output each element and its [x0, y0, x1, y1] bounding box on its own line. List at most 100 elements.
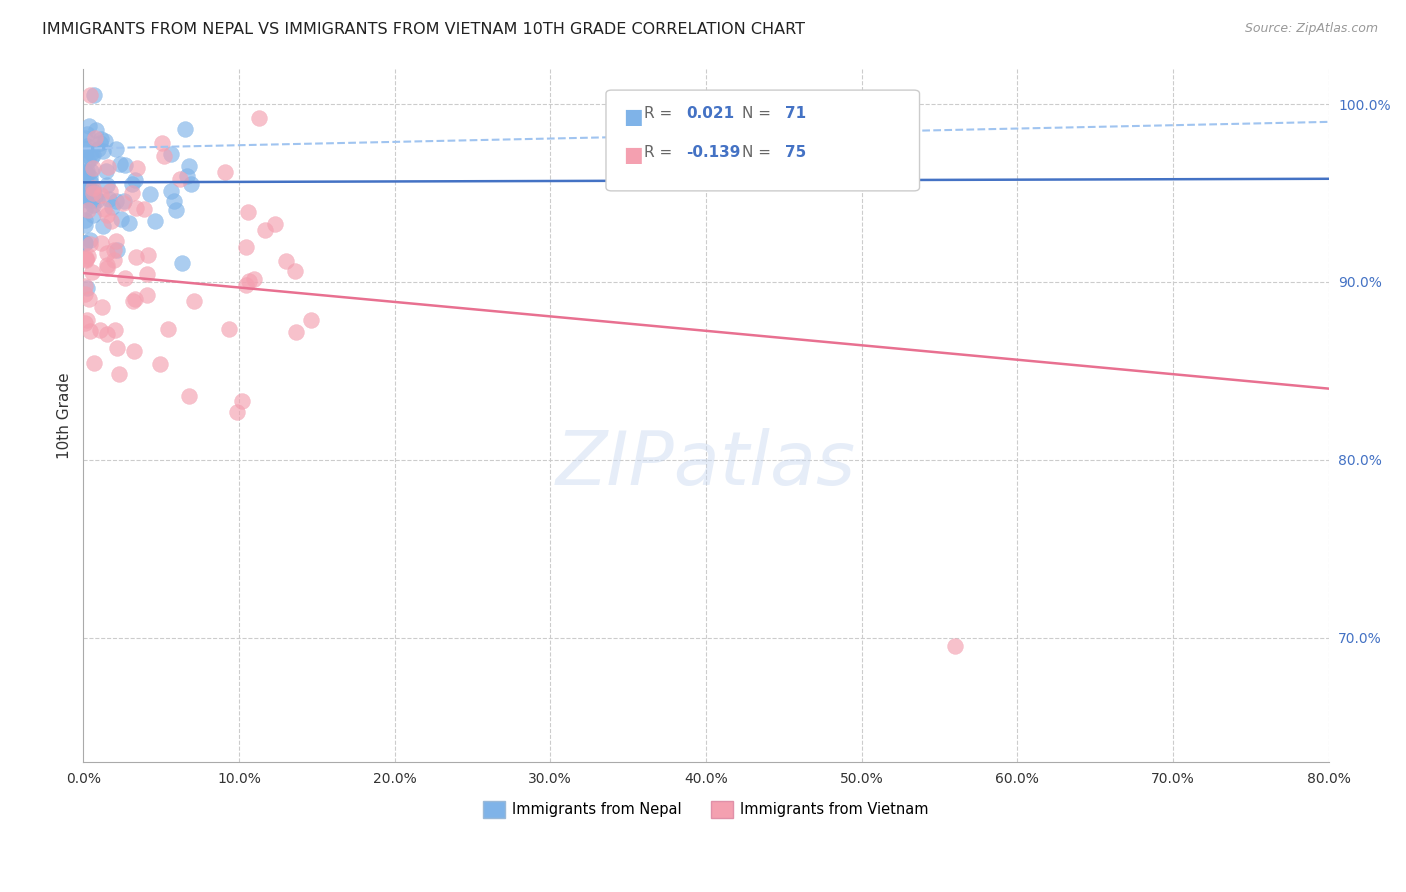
Point [136, 288, 159, 302]
Point [105, 142, 128, 156]
Point [114, 270, 136, 285]
Point [284, 264, 307, 278]
Point [136, 267, 159, 281]
Point [243, 271, 266, 285]
Point [83, 88, 105, 103]
Point [943, 640, 966, 654]
Text: 0.021: 0.021 [686, 106, 734, 121]
Point [276, 254, 298, 268]
Point [77, 154, 100, 169]
Point [108, 157, 131, 171]
Point [121, 177, 143, 191]
Point [82, 147, 104, 161]
Point [90, 235, 112, 250]
Point [77, 179, 100, 194]
Point [100, 214, 122, 228]
Point [80, 163, 103, 178]
Point [127, 161, 149, 175]
Point [160, 184, 183, 198]
Point [75, 252, 97, 266]
Point [235, 278, 257, 293]
Point [79, 292, 101, 306]
Text: N =: N = [742, 106, 772, 121]
Point [76, 167, 98, 181]
Point [79, 237, 101, 252]
Point [152, 136, 174, 150]
Point [165, 202, 187, 217]
Point [285, 325, 308, 339]
Point [75, 148, 97, 162]
Point [73, 165, 96, 179]
Point [96, 178, 118, 192]
Point [236, 205, 259, 219]
Point [153, 149, 176, 163]
Point [218, 321, 240, 335]
Point [157, 322, 180, 336]
Point [76, 164, 98, 178]
Point [80, 193, 103, 207]
Point [97, 160, 120, 174]
Point [149, 357, 172, 371]
Point [124, 292, 146, 306]
Point [75, 252, 97, 266]
Point [75, 202, 97, 216]
Point [76, 281, 98, 295]
Point [132, 202, 155, 216]
Point [125, 250, 148, 264]
Point [86, 142, 108, 156]
Point [114, 158, 136, 172]
Point [125, 201, 148, 215]
Point [77, 202, 100, 217]
Point [82, 265, 104, 279]
Point [79, 88, 101, 103]
Point [75, 165, 97, 179]
Point [122, 293, 145, 308]
Point [90, 187, 112, 202]
Point [75, 180, 97, 194]
Point [91, 301, 114, 315]
Point [183, 294, 205, 309]
Y-axis label: 10th Grade: 10th Grade [58, 372, 72, 458]
Point [80, 177, 103, 191]
Point [79, 119, 101, 133]
Point [254, 223, 277, 237]
Text: R =: R = [644, 106, 672, 121]
Point [238, 274, 260, 288]
Text: -0.139: -0.139 [686, 145, 741, 160]
Point [136, 248, 159, 262]
Point [112, 194, 135, 208]
Point [94, 164, 117, 178]
Point [180, 178, 202, 192]
Text: ZIPatlas: ZIPatlas [555, 428, 856, 500]
Point [176, 169, 198, 183]
Point [73, 236, 96, 251]
Point [75, 218, 97, 232]
Point [118, 216, 141, 230]
Point [138, 187, 160, 202]
Point [82, 184, 104, 198]
Point [104, 323, 127, 337]
Point [231, 393, 253, 408]
Point [82, 208, 104, 222]
Point [83, 131, 105, 145]
Point [75, 188, 97, 202]
Point [82, 161, 104, 176]
Point [122, 344, 145, 359]
Point [75, 185, 97, 199]
Point [75, 253, 97, 268]
Point [96, 208, 118, 222]
Point [93, 202, 115, 217]
Point [98, 184, 121, 198]
Point [89, 136, 111, 151]
Point [121, 186, 143, 201]
Point [76, 139, 98, 153]
Point [83, 356, 105, 370]
Point [110, 212, 132, 227]
Point [105, 243, 128, 257]
Text: N =: N = [742, 145, 772, 160]
Point [82, 186, 104, 200]
Point [90, 132, 112, 146]
Text: Source: ZipAtlas.com: Source: ZipAtlas.com [1244, 22, 1378, 36]
Point [105, 342, 128, 356]
Text: ■: ■ [623, 145, 643, 165]
